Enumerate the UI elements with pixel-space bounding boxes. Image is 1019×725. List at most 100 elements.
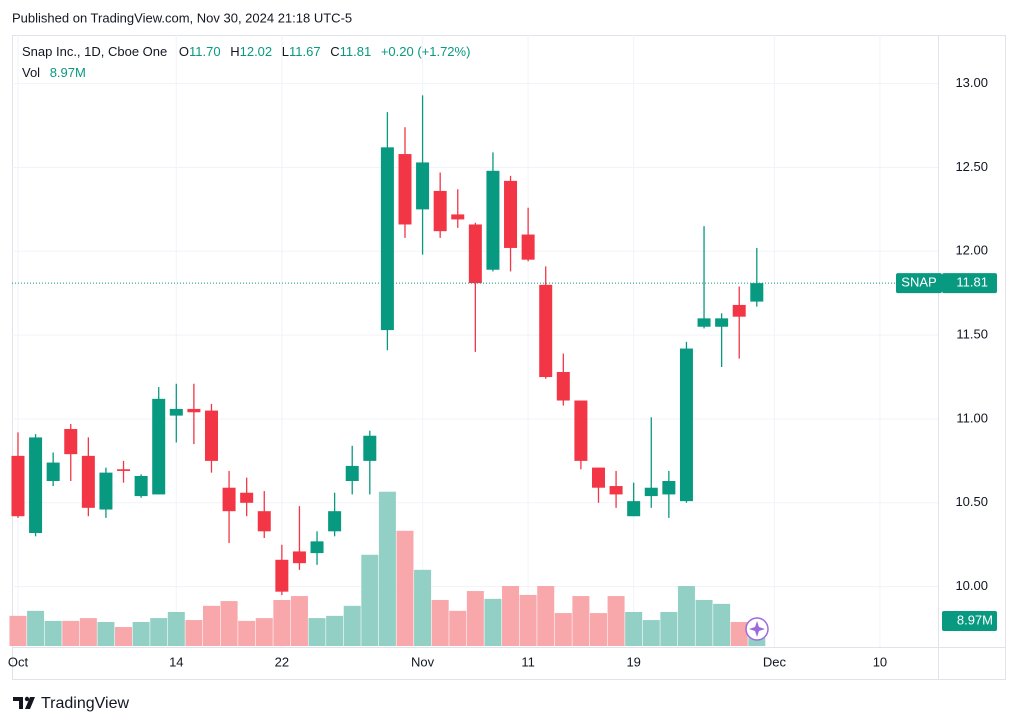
volume-bar (414, 569, 432, 646)
labels: 10.00 10.50 11.00 11.50 12.00 12.50 13.00 Oct 14… (8, 75, 997, 669)
volume-bar (519, 594, 537, 646)
candle-body (64, 429, 78, 455)
volume-bar (431, 599, 449, 646)
volume-bar (378, 491, 396, 646)
volume-bar (572, 596, 590, 646)
x-tick-label: 11 (521, 654, 535, 669)
candle-body (204, 410, 218, 461)
legend-l: L (282, 44, 289, 59)
candle-body (240, 492, 254, 503)
volume-bar (589, 613, 607, 646)
candle-body (81, 455, 95, 508)
candle-body (715, 318, 729, 327)
volume-bar (396, 530, 414, 646)
candle-body (591, 467, 605, 488)
candle-body (345, 465, 359, 482)
publish-note: Published on TradingView.com, Nov 30, 20… (12, 10, 352, 25)
volume-bar (132, 622, 150, 646)
volume-bar (484, 598, 502, 646)
legend-close: 11.81 (340, 44, 372, 59)
volume-bar (62, 620, 80, 646)
candle-body (679, 348, 693, 502)
legend-c: C (330, 44, 339, 59)
volume-bar (290, 596, 308, 646)
candle-body (521, 234, 535, 260)
x-tick-label: 19 (626, 654, 640, 669)
candle-body (152, 398, 166, 495)
candle-body (292, 551, 306, 564)
volume-bar (273, 599, 291, 646)
candle-body (504, 180, 518, 248)
y-tick-label: 10.50 (955, 494, 988, 509)
candle-body (416, 162, 430, 210)
volume-bar (625, 611, 643, 646)
candle-body (556, 372, 570, 401)
legend-open: 11.70 (189, 44, 221, 59)
candle-body (627, 501, 641, 517)
logo-mark (13, 697, 35, 709)
candle-body (134, 475, 148, 497)
volume-bar (343, 605, 361, 646)
candle-body (257, 511, 271, 532)
volume-legend-label: Vol (22, 65, 40, 80)
volume-bar (361, 554, 379, 646)
x-tick-label: Dec (763, 654, 787, 669)
candle-body (662, 481, 676, 495)
legend-low: 11.67 (289, 44, 321, 59)
logo-dot (24, 696, 30, 702)
logo: TradingView (13, 695, 129, 712)
volume-bar (255, 618, 273, 646)
legend-change: +0.20 (+1.72%) (381, 44, 471, 59)
candle-body (380, 147, 394, 331)
y-tick-label: 13.00 (955, 75, 988, 90)
symbol-tag (896, 273, 942, 294)
price-tag (942, 273, 997, 294)
candle-body (398, 154, 412, 225)
candle-body (750, 283, 764, 302)
volume-tag-text: 8.97M (957, 612, 993, 627)
volume-bar (660, 611, 678, 646)
legend-title: Snap Inc., 1D, Cboe One (22, 44, 167, 59)
y-tick-label: 11.00 (956, 410, 988, 425)
volume-bar (9, 615, 27, 646)
x-tick-label: 10 (873, 654, 887, 669)
candle-body (433, 190, 447, 232)
volume-bar (642, 620, 660, 646)
price-tag-text: 11.81 (956, 275, 988, 290)
candle-body (451, 214, 465, 220)
volume-bar (185, 620, 203, 646)
candle-body (697, 318, 711, 327)
candle-body (363, 435, 377, 461)
candle-body (539, 284, 553, 378)
legend-high: 12.02 (240, 44, 273, 59)
candle-body (169, 408, 183, 416)
footer-brand: TradingView (41, 695, 129, 712)
volume-bar (695, 599, 713, 646)
volume-bar (713, 603, 731, 646)
volume-legend-value: 8.97M (50, 65, 86, 80)
candle-body (222, 487, 236, 512)
x-tick-label: Nov (411, 654, 435, 669)
candle-body (732, 304, 746, 317)
volume-bar (115, 627, 133, 646)
candle-body (574, 400, 588, 461)
volume-bar (308, 618, 326, 646)
volume-bar (554, 613, 572, 646)
symbol-tag-text: SNAP (901, 275, 936, 290)
event-star (749, 621, 765, 637)
y-tick-label: 10.00 (955, 578, 988, 593)
x-tick-label: Oct (8, 654, 29, 669)
volume-bar (730, 622, 748, 646)
y-tick-label: 12.00 (955, 243, 988, 258)
volume-tag (942, 610, 997, 631)
volume-bar (502, 586, 520, 646)
candle-body (117, 469, 131, 471)
plot (9, 95, 938, 646)
volume-bar (238, 620, 256, 646)
volume-bar (466, 591, 484, 646)
volume-bar (97, 622, 115, 646)
volume-legend: Vol 8.97M (22, 65, 86, 80)
legend: Snap Inc., 1D, Cboe One O11.70 H12.02 L1… (22, 44, 470, 59)
candle-body (310, 541, 324, 554)
